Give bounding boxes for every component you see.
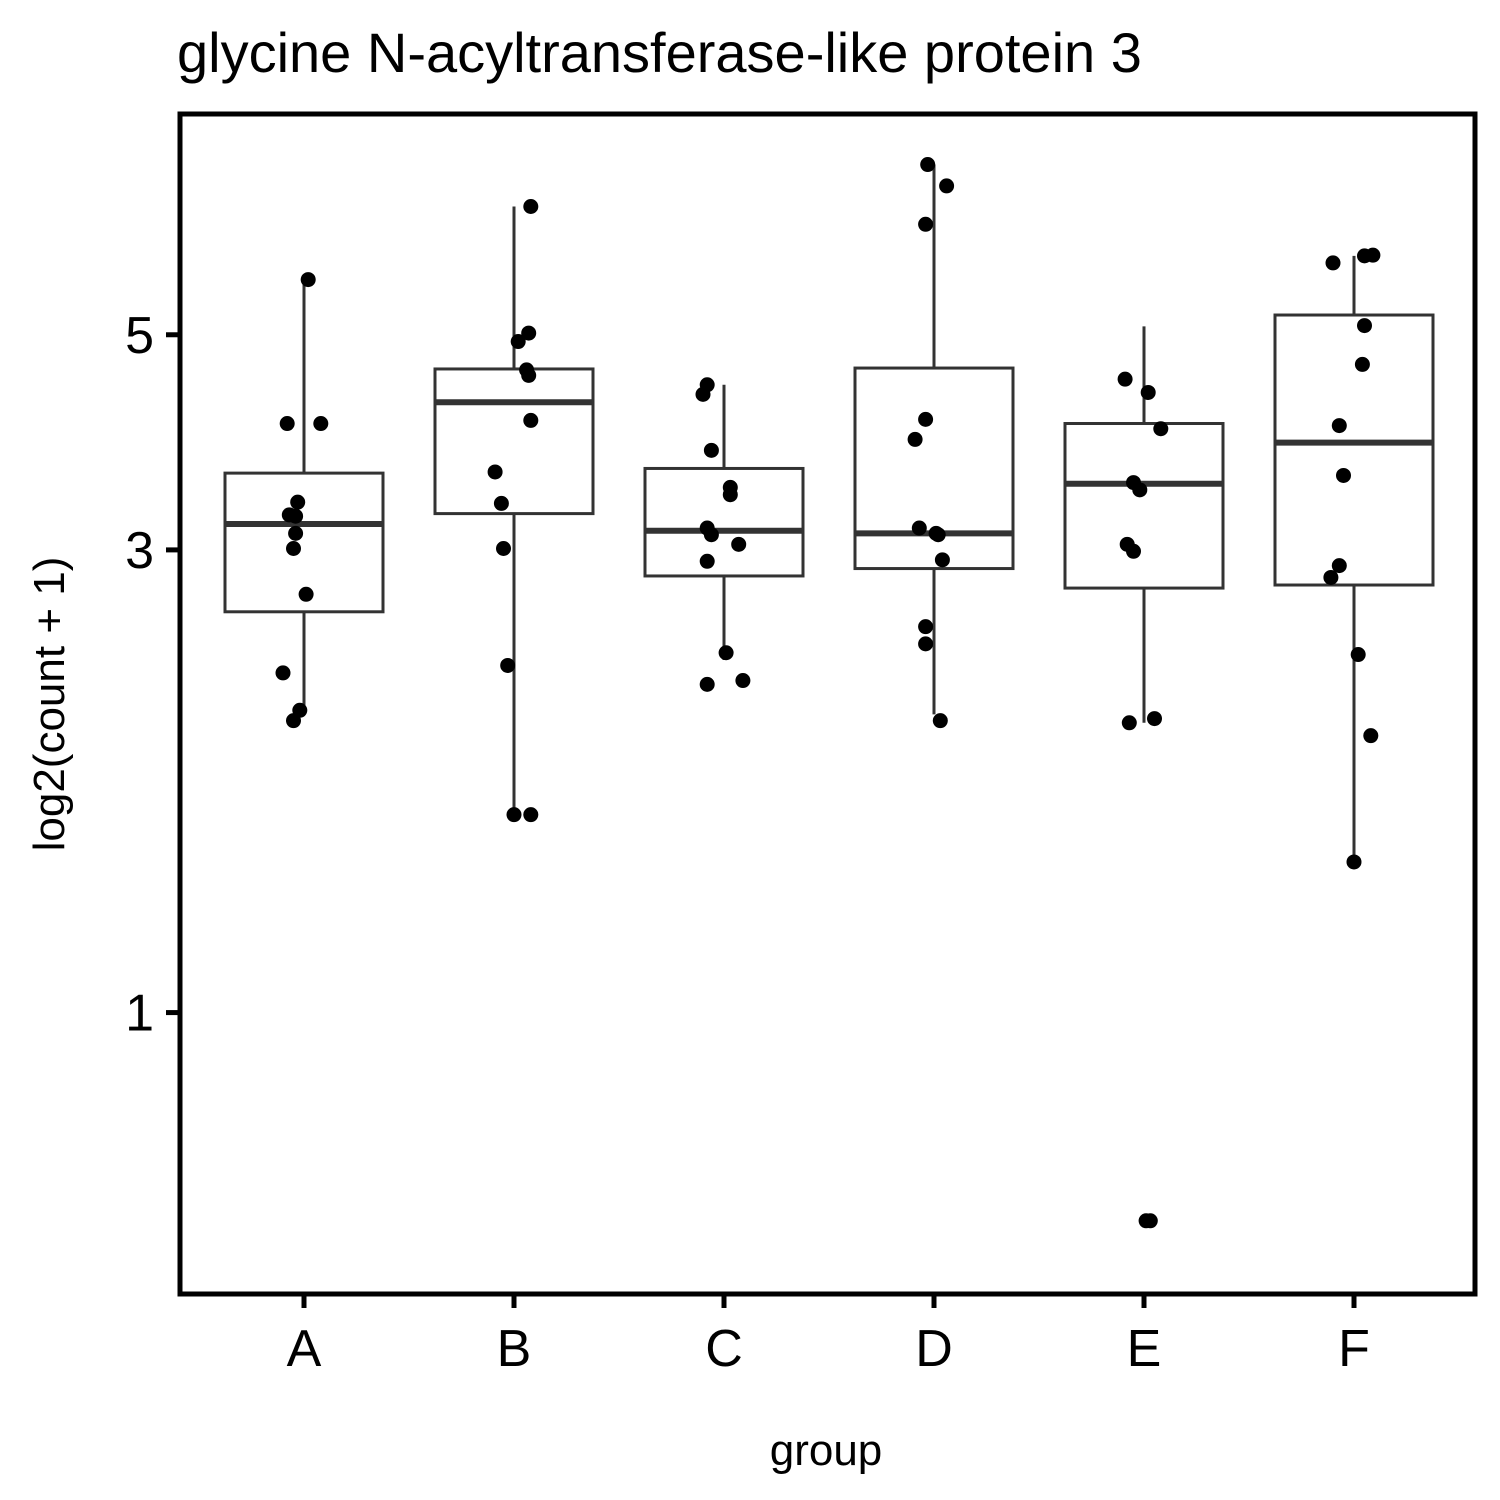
data-point <box>695 386 711 402</box>
chart-title: glycine N-acyltransferase-like protein 3 <box>177 21 1142 84</box>
x-tick-label: C <box>705 1320 743 1378</box>
data-point <box>1142 1213 1158 1229</box>
data-point <box>487 464 503 480</box>
x-tick-label: F <box>1338 1320 1370 1378</box>
plot-frame <box>177 111 1478 1297</box>
data-point <box>1331 418 1347 434</box>
data-point <box>510 334 526 350</box>
box-iqr <box>1063 422 1225 590</box>
data-point <box>1363 728 1379 744</box>
data-point <box>288 508 304 524</box>
data-point <box>298 586 314 602</box>
box-iqr <box>433 367 595 516</box>
data-point <box>1331 558 1347 574</box>
data-point <box>523 412 539 428</box>
data-point <box>703 442 719 458</box>
data-point <box>1117 371 1133 387</box>
boxes-layer <box>223 164 1435 865</box>
y-tick-label: 1 <box>125 985 154 1043</box>
x-tick-label: B <box>497 1320 532 1378</box>
data-point <box>1336 467 1351 483</box>
x-tick-label: A <box>287 1320 322 1378</box>
data-point <box>521 367 537 383</box>
data-point <box>718 645 734 661</box>
data-point <box>699 676 715 692</box>
data-point <box>1325 255 1341 271</box>
data-point <box>918 636 934 652</box>
data-point <box>300 272 316 288</box>
data-point <box>731 536 747 552</box>
data-point <box>911 520 927 536</box>
data-point <box>1323 569 1339 585</box>
data-point <box>920 157 936 173</box>
box-iqr <box>1273 313 1435 587</box>
y-axis: 1 3 5 <box>125 307 180 1043</box>
data-point <box>1350 647 1366 663</box>
y-tick-label: 5 <box>125 307 154 365</box>
box-E <box>1063 326 1225 723</box>
data-point <box>279 416 295 432</box>
data-point <box>523 807 539 823</box>
box-A <box>223 279 385 711</box>
points-layer <box>275 157 1381 1229</box>
x-axis: A B C D E F <box>287 1294 1370 1378</box>
data-point <box>918 411 934 427</box>
data-point <box>1346 854 1362 870</box>
data-point <box>1132 482 1148 498</box>
data-point <box>1365 247 1381 263</box>
data-point <box>1153 421 1169 437</box>
data-point <box>699 553 715 569</box>
data-point <box>275 665 291 681</box>
y-axis-title: log2(count + 1) <box>25 557 74 852</box>
data-point <box>286 713 301 729</box>
data-point <box>735 673 751 689</box>
data-point <box>313 416 329 432</box>
data-point <box>1354 356 1370 372</box>
data-point <box>907 431 923 447</box>
data-point <box>1126 543 1141 559</box>
y-tick-label: 3 <box>125 522 154 580</box>
data-point <box>1357 318 1372 334</box>
data-point <box>1147 711 1162 727</box>
data-point <box>918 619 934 635</box>
data-point <box>496 540 511 556</box>
data-point <box>722 487 738 503</box>
data-point <box>506 807 522 823</box>
box-C <box>643 384 805 660</box>
x-tick-label: E <box>1127 1320 1162 1378</box>
data-point <box>523 199 539 215</box>
box-D <box>853 164 1015 715</box>
data-point <box>932 713 948 729</box>
data-point <box>703 527 719 543</box>
data-point <box>521 325 537 341</box>
data-point <box>939 178 955 194</box>
data-point <box>286 540 301 556</box>
data-point <box>493 495 509 511</box>
box-F <box>1273 255 1435 865</box>
box-B <box>433 206 595 815</box>
data-point <box>930 527 946 543</box>
data-point <box>918 216 934 232</box>
x-tick-label: D <box>915 1320 953 1378</box>
x-axis-title: group <box>770 1426 883 1475</box>
data-point <box>290 494 306 510</box>
data-point <box>288 525 304 541</box>
data-point <box>934 552 950 568</box>
data-point <box>1121 715 1137 731</box>
data-point <box>500 657 516 673</box>
data-point <box>1140 384 1156 400</box>
